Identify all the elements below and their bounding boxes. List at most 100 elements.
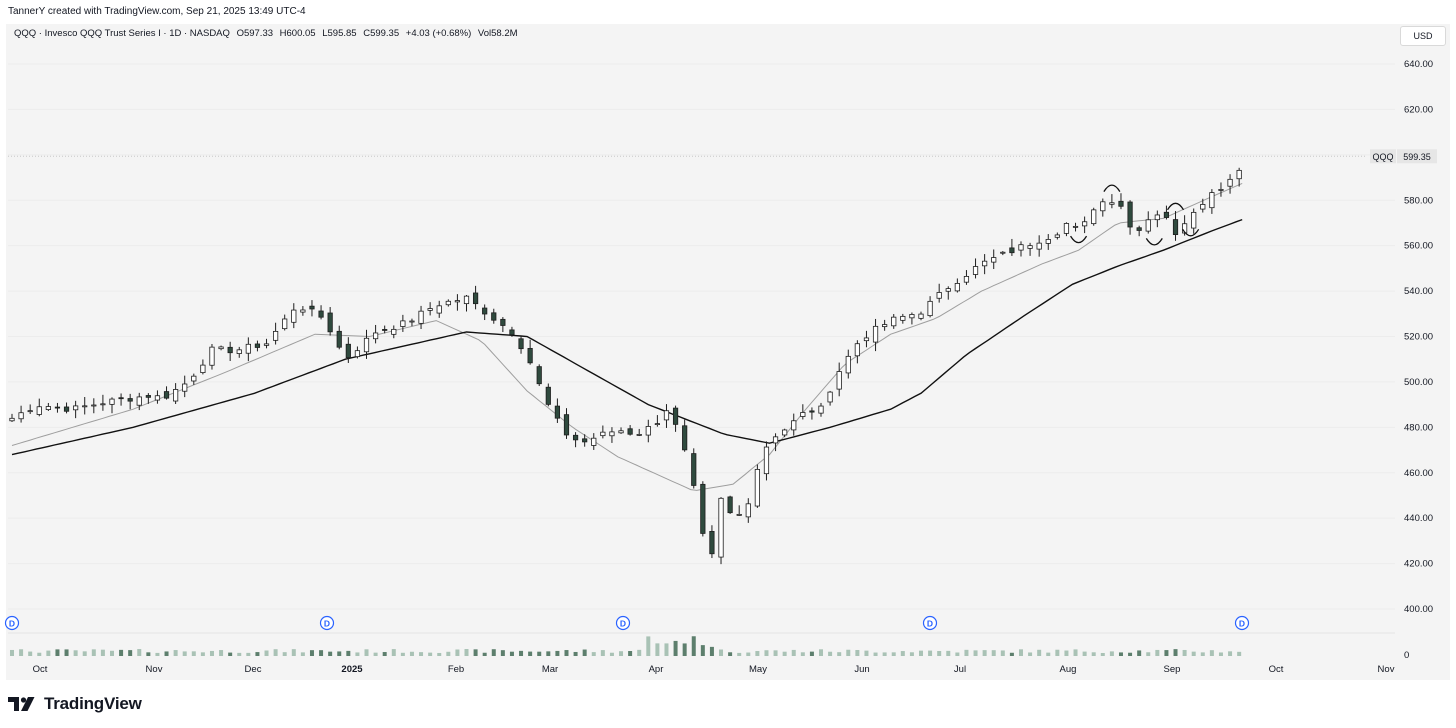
price-tick-label: 560.00: [1404, 241, 1433, 252]
candle-body: [700, 483, 706, 534]
volume-bar: [800, 652, 805, 656]
volume-bar: [200, 652, 205, 656]
volume-bar: [1182, 649, 1187, 656]
candle-body: [518, 338, 524, 350]
volume-bar: [28, 651, 33, 656]
candle-body: [227, 346, 233, 354]
dividend-marker-label: D: [620, 619, 626, 629]
price-tick-label: 640.00: [1404, 59, 1433, 70]
time-tick-label: May: [749, 664, 767, 675]
volume-bar: [319, 650, 324, 656]
volume-bar: [19, 649, 24, 656]
volume-bar: [973, 650, 978, 656]
volume-bar: [819, 649, 824, 656]
candle-body: [545, 386, 551, 405]
volume-bar: [755, 651, 760, 656]
volume-bar: [191, 651, 196, 656]
volume-bar: [509, 651, 514, 656]
candle-body: [1154, 214, 1160, 221]
volume-bar: [209, 650, 214, 656]
candle-body: [100, 403, 106, 406]
legend-close: C599.35: [363, 28, 400, 39]
time-tick-label: Oct: [1269, 664, 1284, 675]
volume-bar: [964, 649, 969, 656]
candle-body: [73, 405, 79, 411]
candle-body: [18, 412, 24, 420]
candle-body: [1054, 234, 1060, 238]
volume-bar: [928, 650, 933, 656]
candle-body: [273, 330, 279, 341]
candle-body: [727, 496, 733, 514]
candle-body: [1227, 178, 1233, 187]
volume-bar: [382, 652, 387, 656]
annotation-bracket: [1145, 238, 1163, 246]
volume-bar: [855, 649, 860, 656]
candle-body: [1172, 219, 1179, 236]
dividend-marker-circle: [922, 615, 938, 631]
candle-body: [972, 266, 979, 275]
candle-body: [672, 407, 679, 425]
time-tick-label: Jun: [854, 664, 869, 675]
price-tag-value-box: [1397, 149, 1437, 164]
candle-body: [472, 292, 479, 305]
time-tick-label: Mar: [542, 664, 558, 675]
volume-bar: [1164, 650, 1169, 656]
candle-body: [827, 391, 833, 403]
candle-body: [691, 453, 697, 486]
candle-body: [1063, 223, 1070, 234]
candle-body: [45, 406, 51, 410]
candle-body: [600, 431, 606, 437]
tradingview-logo[interactable]: TradingView: [8, 694, 142, 714]
volume-bar: [937, 650, 942, 656]
symbol-legend: QQQ · Invesco QQQ Trust Series I · 1D · …: [14, 28, 522, 39]
time-tick-label: Dec: [245, 664, 262, 675]
volume-bar: [1137, 650, 1142, 656]
price-tick-label: 540.00: [1404, 286, 1433, 297]
volume-bar: [55, 649, 60, 656]
volume-bar: [37, 652, 42, 656]
time-tick-label: Oct: [33, 664, 48, 675]
volume-bar: [628, 651, 633, 656]
candle-body: [1082, 221, 1088, 227]
dividend-marker-icon: D: [1234, 615, 1250, 631]
candle-body: [718, 497, 724, 558]
price-tick-label: 400.00: [1404, 604, 1433, 615]
currency-button[interactable]: USD: [1400, 26, 1446, 46]
candle-body: [254, 343, 261, 348]
candle-body: [945, 288, 951, 292]
candle-body: [418, 310, 424, 324]
volume-bar: [955, 652, 960, 656]
candle-body: [91, 404, 97, 407]
candle-body: [872, 325, 879, 343]
candle-body: [1036, 242, 1042, 250]
volume-bar: [391, 649, 396, 656]
volume-bar: [446, 651, 451, 656]
candle-body: [218, 346, 224, 350]
candle-body: [1209, 192, 1215, 209]
candle-body: [836, 371, 842, 390]
candle-body: [391, 328, 397, 335]
candle-body: [136, 396, 142, 406]
candle-body: [900, 315, 906, 321]
volume-bar: [900, 651, 905, 656]
volume-bar: [682, 643, 687, 656]
volume-bar: [246, 652, 251, 656]
candle-body: [745, 503, 751, 518]
volume-bar: [773, 650, 778, 656]
volume-bar: [400, 652, 405, 656]
candle-body: [1218, 189, 1224, 191]
price-tag-symbol-box: [1370, 149, 1396, 164]
candle-body: [427, 308, 433, 311]
volume-bar: [619, 651, 624, 656]
time-tick-label: Aug: [1060, 664, 1077, 675]
candle-body: [454, 300, 461, 303]
volume-bar: [282, 652, 287, 656]
volume-bar: [1146, 652, 1151, 656]
legend-change: +4.03 (+0.68%): [405, 28, 472, 39]
candle-body: [400, 320, 406, 327]
candle-body: [309, 305, 315, 310]
candle-body: [954, 283, 960, 292]
candle-body: [709, 531, 715, 555]
volume-bar: [482, 652, 487, 656]
